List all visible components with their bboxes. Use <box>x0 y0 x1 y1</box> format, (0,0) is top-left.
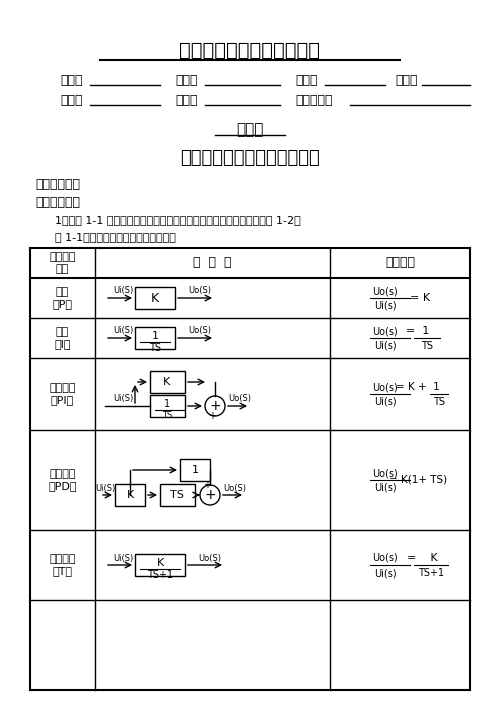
Text: Uo(S): Uo(S) <box>188 326 212 335</box>
Text: Ui(s): Ui(s) <box>374 483 396 493</box>
Text: K: K <box>126 490 134 500</box>
Text: Ui(S): Ui(S) <box>113 395 133 404</box>
Text: K: K <box>156 558 164 568</box>
Text: Uo(s): Uo(s) <box>372 382 398 392</box>
Text: 学院：: 学院： <box>60 73 82 87</box>
Text: Ui(s): Ui(s) <box>374 397 396 407</box>
Text: +: + <box>209 399 221 413</box>
Text: 比例
（P）: 比例 （P） <box>52 287 72 309</box>
Text: TS: TS <box>170 490 184 500</box>
Text: 表 1-1：典型环节的方块图及传递函数: 表 1-1：典型环节的方块图及传递函数 <box>55 232 176 242</box>
Text: Ui(S): Ui(S) <box>113 326 133 335</box>
Bar <box>180 459 210 481</box>
Bar <box>115 484 145 506</box>
Text: TS+1: TS+1 <box>147 570 173 580</box>
Text: Ui(S): Ui(S) <box>95 484 115 493</box>
Text: 班级：: 班级： <box>295 73 318 87</box>
Text: 传递函数: 传递函数 <box>385 256 415 270</box>
Text: TS: TS <box>149 343 161 353</box>
Text: Ui(S): Ui(S) <box>113 287 133 296</box>
Text: 比例微分
（PD）: 比例微分 （PD） <box>48 469 77 491</box>
Text: Uo(S): Uo(S) <box>188 287 212 296</box>
Text: =  1: = 1 <box>406 326 430 336</box>
Text: Uo(S): Uo(S) <box>228 395 252 404</box>
Text: 控制系统典型环节的模拟实验: 控制系统典型环节的模拟实验 <box>180 149 320 167</box>
Text: +: + <box>208 411 216 421</box>
Bar <box>160 484 195 506</box>
Text: 积分
（I）: 积分 （I） <box>54 327 71 349</box>
Text: =    K: = K <box>406 553 438 563</box>
Text: TS: TS <box>421 341 433 351</box>
Text: = K(1+ TS): = K(1+ TS) <box>389 475 447 485</box>
Text: 实验一: 实验一 <box>236 123 264 138</box>
Text: 学号：: 学号： <box>175 93 198 107</box>
Text: Ui(s): Ui(s) <box>374 301 396 311</box>
Text: Uo(s): Uo(s) <box>372 326 398 336</box>
Text: Uo(s): Uo(s) <box>372 286 398 296</box>
Text: TS+1: TS+1 <box>418 568 444 578</box>
Text: K: K <box>151 292 159 304</box>
Text: Ui(s): Ui(s) <box>374 568 396 578</box>
Text: K: K <box>164 377 170 387</box>
Text: TS: TS <box>162 412 172 421</box>
Bar <box>150 371 185 393</box>
Text: 实验日期：: 实验日期： <box>295 93 333 107</box>
Text: +: + <box>203 480 211 490</box>
Text: 典型环节
名称: 典型环节 名称 <box>49 252 76 274</box>
Text: Uo(S): Uo(S) <box>224 484 246 493</box>
Text: 一、实验目的: 一、实验目的 <box>35 179 80 191</box>
Text: = K: = K <box>410 293 430 303</box>
Text: 1: 1 <box>192 465 198 475</box>
Text: Uo(S): Uo(S) <box>198 554 222 563</box>
Text: 1: 1 <box>152 331 158 341</box>
Text: 姓名：: 姓名： <box>60 93 82 107</box>
Bar <box>135 287 175 309</box>
Text: 方  块  图: 方 块 图 <box>193 256 232 270</box>
Text: 惯性环节
（T）: 惯性环节 （T） <box>49 554 76 576</box>
Bar <box>135 327 175 349</box>
Text: 成绩：: 成绩： <box>395 73 417 87</box>
Text: TS: TS <box>433 397 445 407</box>
Text: Ui(s): Ui(s) <box>374 341 396 351</box>
Text: Uo(s): Uo(s) <box>372 468 398 478</box>
Text: 广东技术师范学院实验报告: 广东技术师范学院实验报告 <box>180 40 320 59</box>
Bar <box>150 395 185 417</box>
Text: 1、对表 1-1 所示各典型环节的传递函数设计相应的模拟电路（参见表 1-2）: 1、对表 1-1 所示各典型环节的传递函数设计相应的模拟电路（参见表 1-2） <box>55 215 301 225</box>
Text: = K +  1: = K + 1 <box>396 382 440 392</box>
Text: 专业：: 专业： <box>175 73 198 87</box>
Text: Uo(s): Uo(s) <box>372 553 398 563</box>
Text: 1: 1 <box>164 399 170 409</box>
Text: 比例积分
（PI）: 比例积分 （PI） <box>49 383 76 405</box>
Text: +: + <box>204 488 216 502</box>
Text: 二、实验原理: 二、实验原理 <box>35 196 80 208</box>
Bar <box>135 554 185 576</box>
Text: Ui(S): Ui(S) <box>113 554 133 563</box>
